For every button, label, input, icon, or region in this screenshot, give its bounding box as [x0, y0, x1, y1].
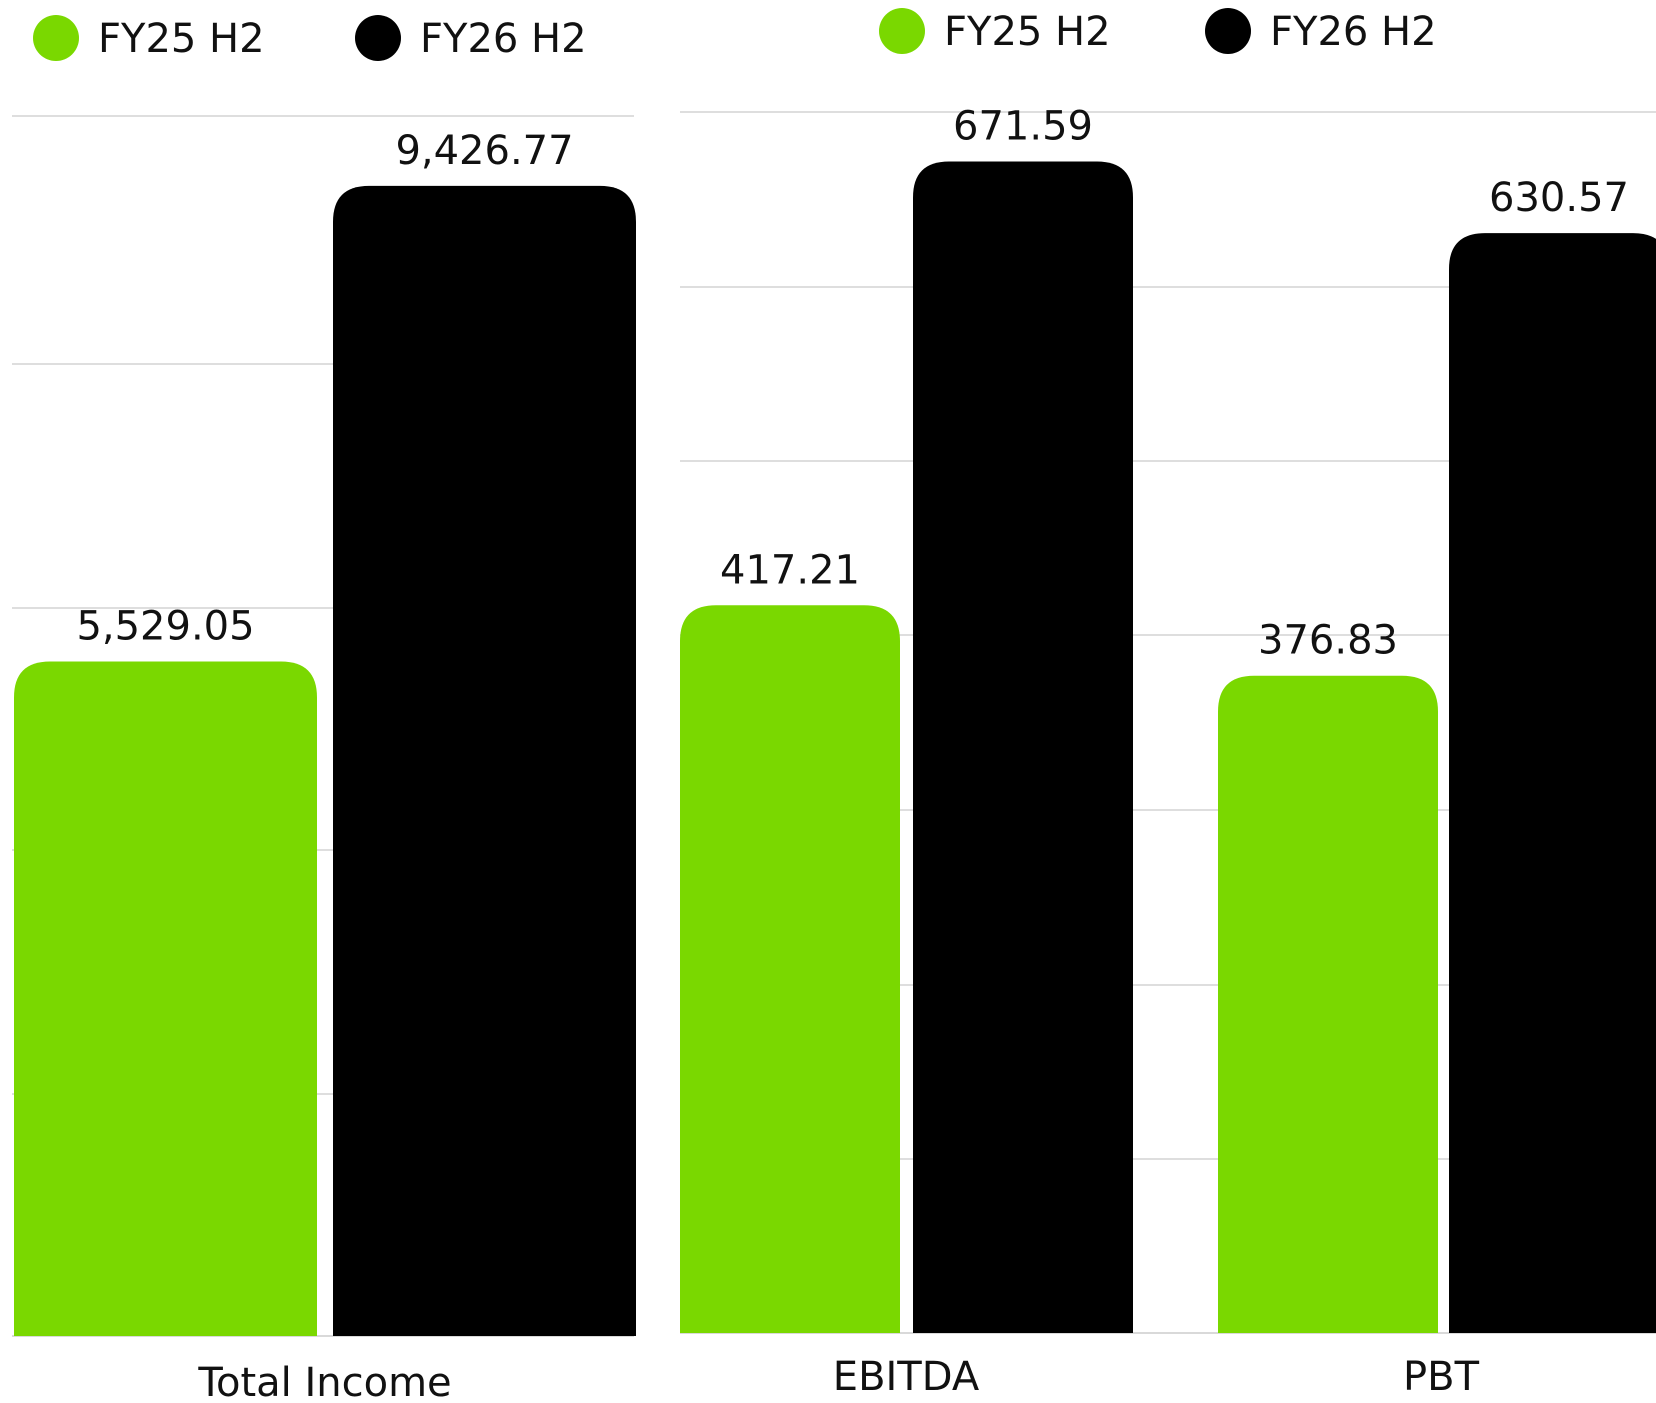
bar-pbt-fy25-h2 — [1218, 675, 1438, 1333]
bar-total-income-fy25-h2 — [14, 661, 317, 1336]
ebitda-pbt-chart: 417.21 671.59 376.83 630.57 EBITDA PBT FY25 … — [680, 8, 1656, 1400]
value-label-ebitda-fy26-h2: 671.59 — [953, 104, 1093, 150]
bar-total-income-fy26-h2 — [333, 185, 636, 1336]
legend: FY25 H2 FY26 H2 — [879, 8, 1437, 55]
legend-label-fy25-h2: FY25 H2 — [944, 9, 1111, 55]
category-labels: Total Income — [197, 1360, 451, 1403]
value-label-pbt-fy25-h2: 376.83 — [1258, 618, 1398, 664]
value-label-total-income-fy25-h2: 5,529.05 — [76, 603, 254, 649]
legend-label-fy26-h2: FY26 H2 — [1270, 9, 1437, 55]
value-labels: 417.21 671.59 376.83 630.57 — [720, 104, 1629, 664]
category-label-pbt: PBT — [1403, 1354, 1480, 1400]
total-income-chart: 5,529.059,426.77 Total Income FY25 H2 FY2… — [12, 15, 636, 1403]
category-labels: EBITDA PBT — [833, 1354, 1480, 1400]
category-label-ebitda: EBITDA — [833, 1354, 980, 1400]
bars — [14, 185, 636, 1336]
legend-dot-icon — [1205, 8, 1251, 54]
value-label-total-income-fy26-h2: 9,426.77 — [395, 128, 573, 174]
legend-dot-icon — [33, 15, 79, 61]
value-label-pbt-fy26-h2: 630.57 — [1489, 175, 1629, 221]
bar-pbt-fy26-h2 — [1449, 233, 1656, 1333]
legend-label-fy25-h2: FY25 H2 — [98, 16, 265, 62]
value-labels: 5,529.05 9,426.77 — [76, 128, 573, 650]
bar-ebitda-fy25-h2 — [680, 605, 900, 1333]
category-label-total-income: Total Income — [197, 1360, 451, 1403]
value-label-ebitda-fy25-h2: 417.21 — [720, 547, 860, 593]
bar-ebitda-fy26-h2 — [913, 161, 1133, 1333]
legend-dot-icon — [879, 8, 925, 54]
bars — [680, 161, 1656, 1333]
legend-label-fy26-h2: FY26 H2 — [420, 16, 587, 62]
legend: FY25 H2 FY26 H2 — [33, 15, 587, 62]
legend-dot-icon — [355, 15, 401, 61]
